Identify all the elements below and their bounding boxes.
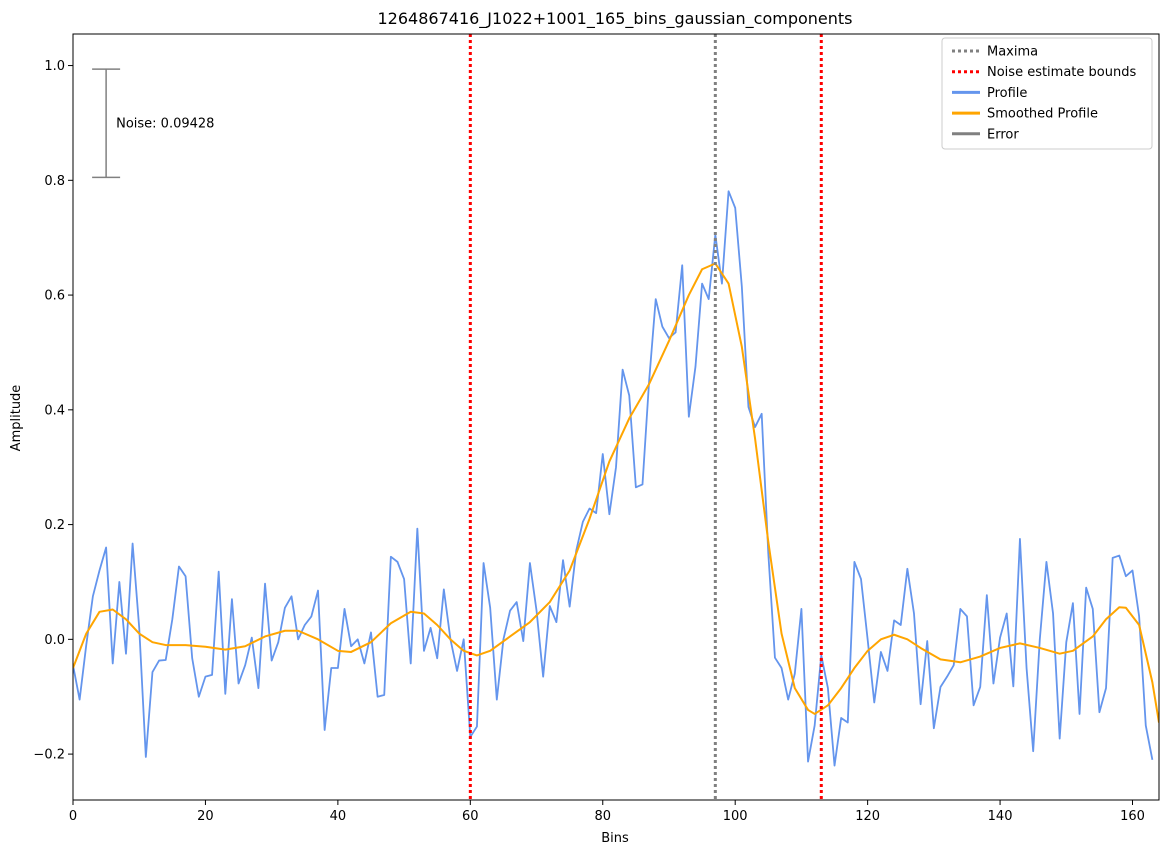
- legend-label: Maxima: [987, 45, 1038, 60]
- legend-frame: [941, 37, 1153, 150]
- y-tick-label: 0.4: [44, 403, 65, 418]
- noise-label: Noise: 0.09428: [116, 116, 214, 131]
- y-tick-label: −0.2: [33, 748, 65, 763]
- chart-title: 1264867416_J1022+1001_165_bins_gaussian_…: [378, 9, 853, 29]
- plot-area: Noise: 0.09428 0 20 40 60 80 100 120 140 160 −0.2 0…: [33, 33, 1160, 824]
- x-axis-label: Bins: [601, 831, 629, 846]
- y-tick-label: 1.0: [44, 59, 65, 74]
- legend-label: Smoothed Profile: [987, 107, 1098, 122]
- y-tick-label: 0.8: [44, 174, 65, 189]
- legend-label: Error: [987, 127, 1019, 142]
- y-tick-label: 0.6: [44, 289, 65, 304]
- x-tick-label: 0: [69, 809, 77, 824]
- y-axis-label: Amplitude: [9, 385, 24, 452]
- plot-clip-group: [73, 34, 1159, 800]
- x-tick-label: 40: [330, 809, 347, 824]
- x-tick-label: 20: [197, 809, 214, 824]
- axes-frame: [72, 33, 1160, 801]
- x-tick-label: 80: [594, 809, 611, 824]
- legend-label: Noise estimate bounds: [987, 65, 1136, 80]
- y-tick-label: 0.2: [44, 518, 65, 533]
- x-tick-label: 160: [1120, 809, 1145, 824]
- x-tick-label: 100: [723, 809, 748, 824]
- y-tick-label: 0.0: [44, 633, 65, 648]
- x-tick-label: 120: [855, 809, 880, 824]
- series-line-smoothed-profile: [73, 262, 1159, 723]
- x-tick-label: 140: [988, 809, 1013, 824]
- legend-label: Profile: [987, 86, 1027, 101]
- series-line-profile: [73, 190, 1154, 767]
- legend: Maxima Noise estimate bounds Profile Smooth…: [941, 37, 1153, 150]
- x-tick-label: 60: [462, 809, 479, 824]
